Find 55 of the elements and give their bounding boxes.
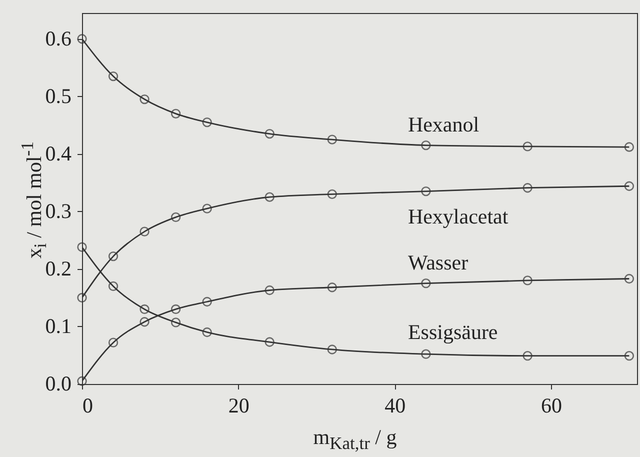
point [624,181,634,191]
x-tick-label: 0 [82,394,93,418]
point [522,142,532,152]
point [421,349,431,359]
x-tick-label: 60 [541,394,562,418]
series-label: Wasser [408,250,468,274]
point [108,71,118,82]
point [108,338,118,348]
y-tick-label: 0.5 [45,84,72,108]
series-label: Essigsäure [408,320,498,344]
point [140,226,150,236]
y-tick-label: 0.2 [45,256,72,280]
y-tick-label: 0.6 [45,26,72,50]
x-axis-title: m$_{Kat,tr}$ / g [313,425,397,454]
point [327,344,337,354]
series-label: Hexanol [408,112,480,136]
point [202,296,212,307]
point [522,276,532,286]
point [327,282,337,292]
point [421,140,431,150]
x-tick-label: 20 [228,394,250,418]
series-label: Hexylacetat [408,204,508,228]
point [264,337,274,347]
point [624,350,634,361]
point [522,350,532,361]
point [202,327,212,338]
point [327,134,337,144]
point [264,285,274,296]
point [108,281,118,292]
y-tick-label: 0.1 [45,314,72,338]
point [421,186,431,196]
point [522,183,532,193]
point [264,128,274,139]
point [624,142,634,152]
point [170,108,181,118]
point [77,242,87,252]
point [170,212,181,222]
point [77,292,87,303]
point [202,117,212,128]
x-tick-label: 40 [384,394,406,418]
point [170,304,181,314]
point [327,189,337,200]
point [202,204,212,214]
point [140,317,150,327]
y-tick-label: 0.3 [45,198,72,223]
y-tick-label: 0.0 [45,372,72,396]
point [421,278,431,288]
point [624,274,634,284]
point [140,304,150,314]
y-tick-label: 0.4 [45,141,72,166]
point [264,192,274,202]
point [170,318,181,328]
point [140,94,150,104]
point [108,251,118,262]
point [77,376,87,386]
